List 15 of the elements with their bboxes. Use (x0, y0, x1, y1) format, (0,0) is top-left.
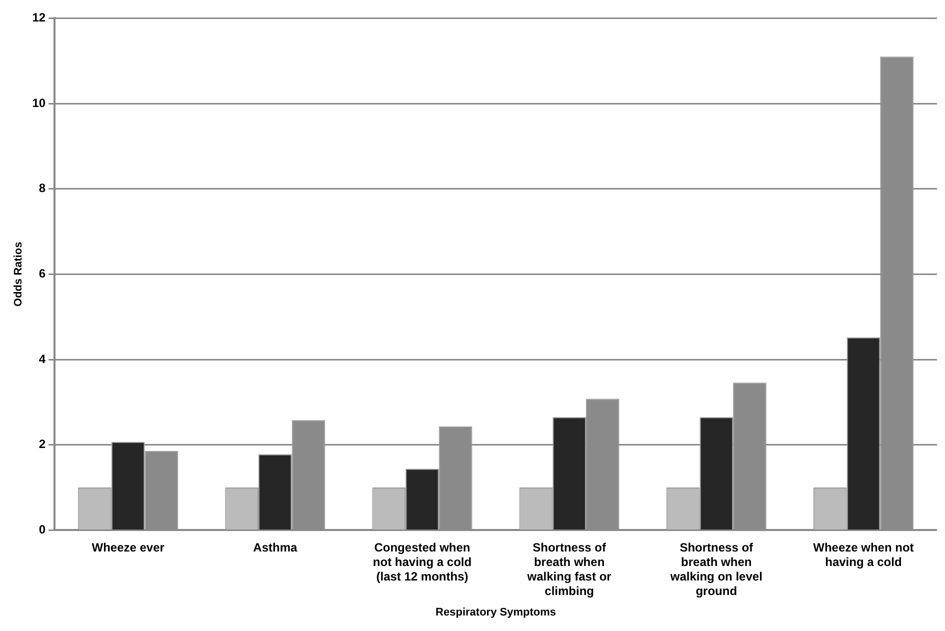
y-tick-label: 4 (38, 352, 46, 366)
x-tick-label: Wheeze ever (92, 540, 165, 555)
y-tick-label: 0 (38, 522, 46, 537)
x-tick-label: Shortness of breath when walking on level ground (669, 540, 762, 598)
y-tick-label: 10 (32, 96, 46, 110)
y-axis-title: Odds Ratios (12, 242, 25, 307)
y-tick-label: 2 (38, 437, 46, 452)
x-tick-label: Congested when not having a cold (last 12 months) (372, 540, 472, 584)
y-tick-label: 8 (38, 181, 46, 196)
x-tick-label: Shortness of breath when walking fast or climbing (526, 540, 612, 598)
x-axis-title: Respiratory Symptoms (436, 606, 556, 618)
x-tick-label: Wheeze when not having a cold (813, 540, 914, 570)
y-tick-label: 12 (32, 10, 46, 25)
y-tick-label: 6 (38, 266, 46, 281)
x-tick-label: Asthma (253, 540, 298, 555)
